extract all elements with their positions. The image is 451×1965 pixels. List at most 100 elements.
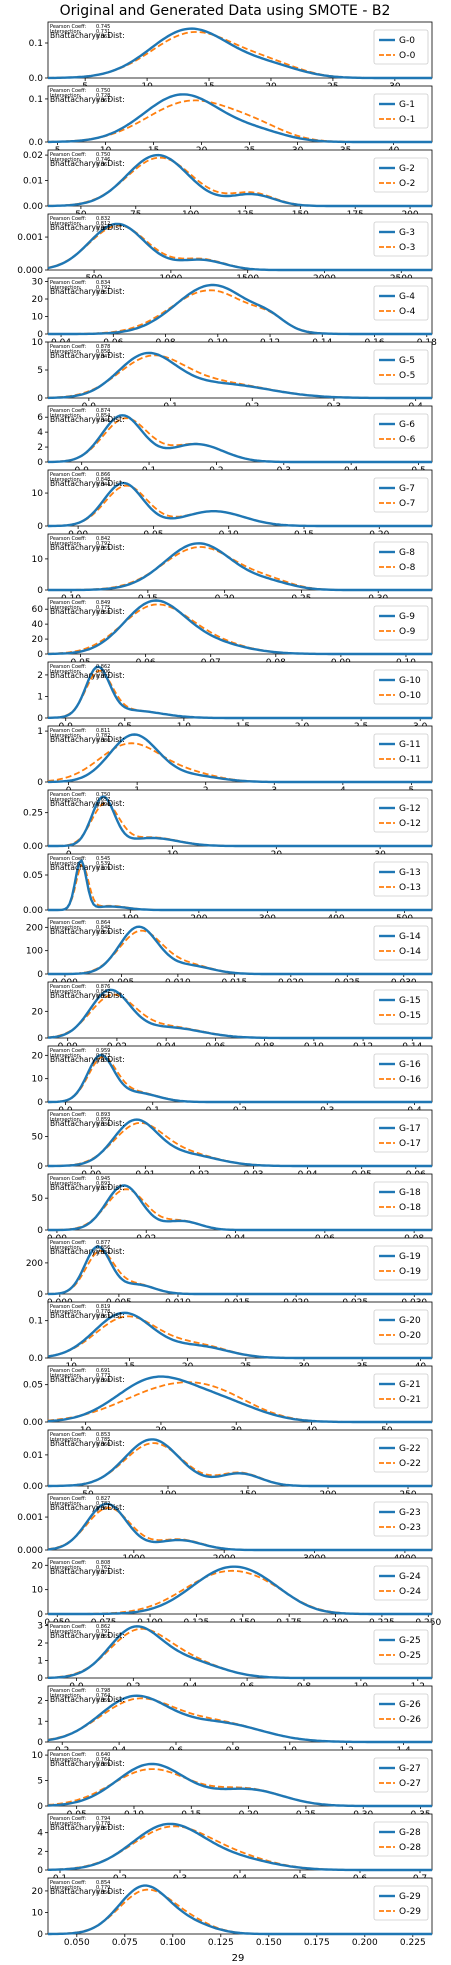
series-generated-line [47,1311,432,1360]
stat-value: 0.877 [96,1240,110,1246]
subplot-15: 0200.000.020.040.060.080.100.120.14Pears… [32,981,433,1052]
legend-label-original: O-6 [399,435,416,445]
stat-label: Intersection: [50,413,82,419]
stat-label: Intersection: [50,605,82,611]
stat-label: Pearson Coeff: [50,1688,87,1694]
legend-label-original: O-3 [399,243,415,253]
y-tick-label: 0.01 [23,1451,43,1461]
axes-frame [47,1109,433,1167]
series-generated-line [48,733,432,784]
stat-label: Pearson Coeff: [50,728,87,734]
series-generated-line [48,1118,432,1168]
legend-label-original: O-20 [399,1331,421,1341]
y-tick-label: 5 [37,366,43,376]
legend-label-original: O-26 [399,1715,421,1725]
legend-label-generated: G-28 [399,1828,421,1838]
stat-label: Bhattacharyya Dist: [50,1823,125,1832]
series-generated-line [48,1822,432,1872]
y-tick-label: 1 [37,1657,43,1667]
stat-value: 0.059 [96,1698,110,1704]
stat-value: 0.848 [96,477,110,483]
stat-label: Intersection: [50,1245,82,1251]
y-tick-label: 0 [37,522,43,532]
stat-label: Pearson Coeff: [50,408,87,414]
y-tick-label: 0.000 [17,266,43,276]
legend-label-original: O-2 [399,179,415,189]
stat-label: Bhattacharyya Dist: [50,1247,125,1256]
stat-value: 0.864 [96,920,110,926]
legend-label-original: O-24 [399,1587,421,1597]
series-generated-line [48,858,432,912]
subplot-29: 0 10 20 0.050 0.075 0.100 0.125 0.150 0.175 0.200… [32,1877,433,1948]
stat-label: Bhattacharyya Dist: [50,479,125,488]
panels: 0.00.151015202530Pearson Coeff:0.745Inte… [17,21,441,1948]
stat-value: 0.811 [96,728,110,734]
y-tick-label: 0.00 [23,202,43,212]
y-tick-label: 0 [37,778,43,788]
stat-value: 0.782 [96,1501,110,1507]
stat-label: Intersection: [50,541,82,547]
stat-value: 0.874 [96,408,110,414]
stat-value: 0.798 [96,1688,110,1694]
y-tick-label: 2 [37,443,43,453]
stat-value: 0.728 [96,93,110,99]
stat-value: 0.849 [96,600,110,606]
subplot-13: 0.000.05100200300400500Pearson Coeff:0.5… [23,853,433,924]
stat-label: Pearson Coeff: [50,152,87,158]
legend-label-original: O-15 [399,1011,421,1021]
stat-label: Bhattacharyya Dist: [50,1183,125,1192]
stat-value: 0.539 [96,861,110,867]
stat-value: 0.945 [96,1176,110,1182]
y-tick-label: 0.001 [17,233,43,243]
stat-value: 0.812 [96,221,110,227]
stat-label: Pearson Coeff: [50,1112,87,1118]
y-tick-label: 0 [37,1738,43,1748]
legend-label-original: O-13 [399,883,421,893]
axes-frame [47,1877,433,1935]
legend-label-generated: G-4 [399,292,415,302]
series-generated-line [48,599,432,656]
y-tick-label: 0.000 [17,1546,43,1556]
stat-label: Bhattacharyya Dist: [50,1503,125,1512]
series-generated-line [48,153,432,208]
stat-value: 0.061 [96,162,110,168]
stat-label: Pearson Coeff: [50,1368,87,1374]
stat-label: Intersection: [50,1821,82,1827]
y-tick-label: 0 [37,586,43,596]
series-generated-line [48,283,432,336]
stat-label: Intersection: [50,477,82,483]
stat-value: 0.794 [96,1816,110,1822]
stat-label: Intersection: [50,1757,82,1763]
y-tick-label: 0 [37,650,43,660]
stat-label: Intersection: [50,925,82,931]
stat-label: Bhattacharyya Dist: [50,1631,125,1640]
stat-value: 0.058 [96,610,110,616]
stat-value: 0.893 [96,1181,110,1187]
stat-label: Pearson Coeff: [50,600,87,606]
stat-value: 0.037 [96,1186,110,1192]
y-tick-label: 0 [37,330,43,340]
series-generated-line [48,542,432,592]
stat-value: 0.827 [96,1496,110,1502]
y-tick-label: 20 [32,1051,44,1061]
y-tick-label: 10 [32,555,44,565]
stat-label: Intersection: [50,1309,82,1315]
y-tick-label: 20 [32,1887,44,1897]
y-tick-label: 0 [37,970,43,980]
stat-label: Bhattacharyya Dist: [50,1887,125,1896]
y-tick-label: 1 [37,1717,43,1727]
stat-label: Pearson Coeff: [50,24,87,30]
series-generated-line [48,1625,432,1680]
axes-frame [47,1429,433,1487]
y-tick-label: 0.02 [23,151,43,161]
stat-label: Bhattacharyya Dist: [50,1439,125,1448]
stat-value: 0.873 [96,1053,110,1059]
stat-value: 0.746 [96,157,110,163]
x-tick-label: 0.125 [208,1938,234,1948]
stat-value: 0.098 [96,1378,110,1384]
subplot-19: 02000.0000.0050.0100.0150.0200.0250.030P… [26,1237,433,1308]
series-generated-line [48,414,432,464]
y-tick-label: 0.01 [23,177,43,187]
series-generated-line [48,1053,432,1104]
y-tick-label: 0.0 [29,138,44,148]
